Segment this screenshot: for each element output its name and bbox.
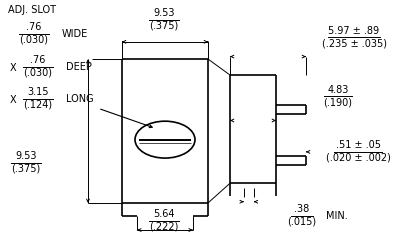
- Text: (.015): (.015): [288, 216, 316, 227]
- Text: MIN.: MIN.: [326, 211, 348, 221]
- Text: .38: .38: [294, 204, 310, 214]
- Text: 5.64: 5.64: [153, 209, 175, 219]
- Text: (.222): (.222): [149, 221, 179, 231]
- Text: WIDE: WIDE: [62, 29, 88, 39]
- Text: 4.83: 4.83: [327, 85, 349, 95]
- Text: (.020 ± .002): (.020 ± .002): [326, 153, 390, 163]
- Text: X: X: [10, 95, 17, 105]
- Text: .51 ± .05: .51 ± .05: [336, 140, 380, 150]
- Text: .76: .76: [30, 55, 46, 65]
- Text: X: X: [10, 63, 17, 73]
- Text: ADJ. SLOT: ADJ. SLOT: [8, 5, 56, 15]
- Text: (.030): (.030): [20, 34, 48, 45]
- Text: (.375): (.375): [11, 164, 41, 174]
- Text: 3.15: 3.15: [27, 87, 49, 97]
- Text: (.124): (.124): [24, 100, 52, 110]
- Text: 9.53: 9.53: [153, 8, 175, 18]
- Text: (.190): (.190): [324, 97, 352, 107]
- Text: 9.53: 9.53: [15, 151, 37, 161]
- Text: .76: .76: [26, 22, 42, 32]
- Text: DEEP: DEEP: [66, 62, 92, 72]
- Text: (.375): (.375): [149, 21, 179, 31]
- Text: LONG: LONG: [66, 94, 94, 104]
- Text: (.030): (.030): [24, 68, 52, 78]
- Text: 5.97 ± .89: 5.97 ± .89: [328, 26, 380, 36]
- Text: (.235 ± .035): (.235 ± .035): [322, 38, 386, 48]
